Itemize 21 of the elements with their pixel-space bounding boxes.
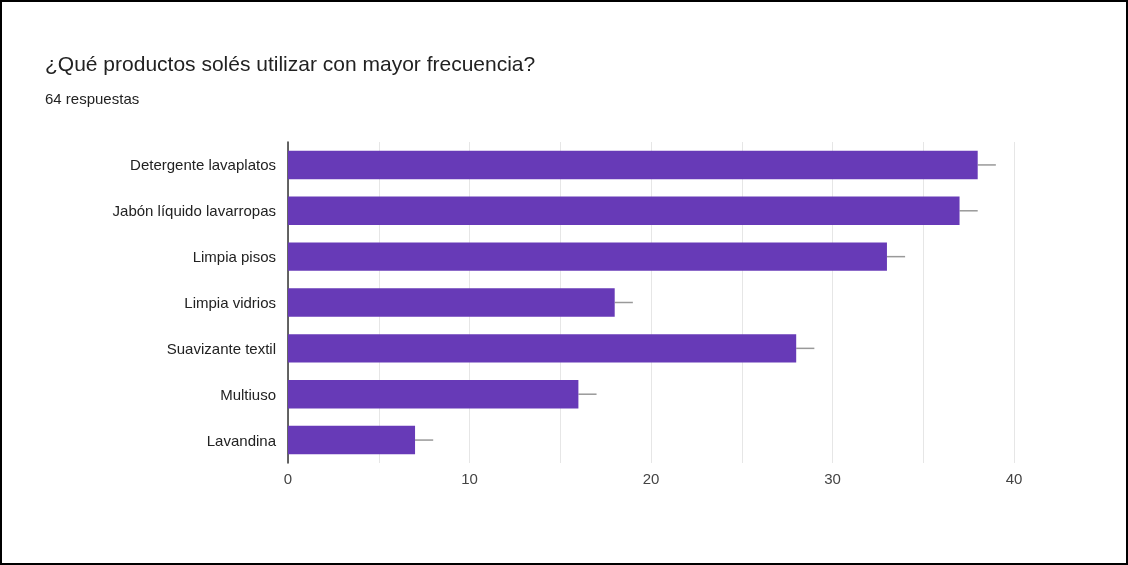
y-tick-label: Jabón líquido lavarropas [112, 202, 276, 220]
text: 64 respuestas [45, 90, 140, 107]
bar [288, 380, 579, 409]
y-tick-label: Detergente lavaplatos [130, 156, 276, 174]
x-tick-label: 0 [283, 470, 293, 487]
bar [288, 196, 960, 225]
x-tick-label: 10 [461, 470, 478, 487]
x-tick-label: 30 [824, 470, 841, 487]
bar [288, 150, 978, 180]
chart-title: ¿Qué productos solés utilizar con mayor frecuencia? [45, 52, 536, 75]
x-tick-label: 20 [642, 470, 660, 487]
y-tick-label: Limpia pisos [192, 248, 276, 266]
bar [288, 425, 416, 455]
bar [288, 288, 615, 317]
bar [288, 242, 887, 271]
y-tick-label: Limpia vidrios [184, 294, 276, 311]
y-tick-label: Multiuso [220, 385, 276, 403]
y-tick-label: Lavandina [206, 431, 277, 449]
y-tick-label: Suavizante textil [166, 339, 276, 357]
x-tick-label: 40 [1005, 470, 1023, 487]
bar [288, 334, 797, 363]
